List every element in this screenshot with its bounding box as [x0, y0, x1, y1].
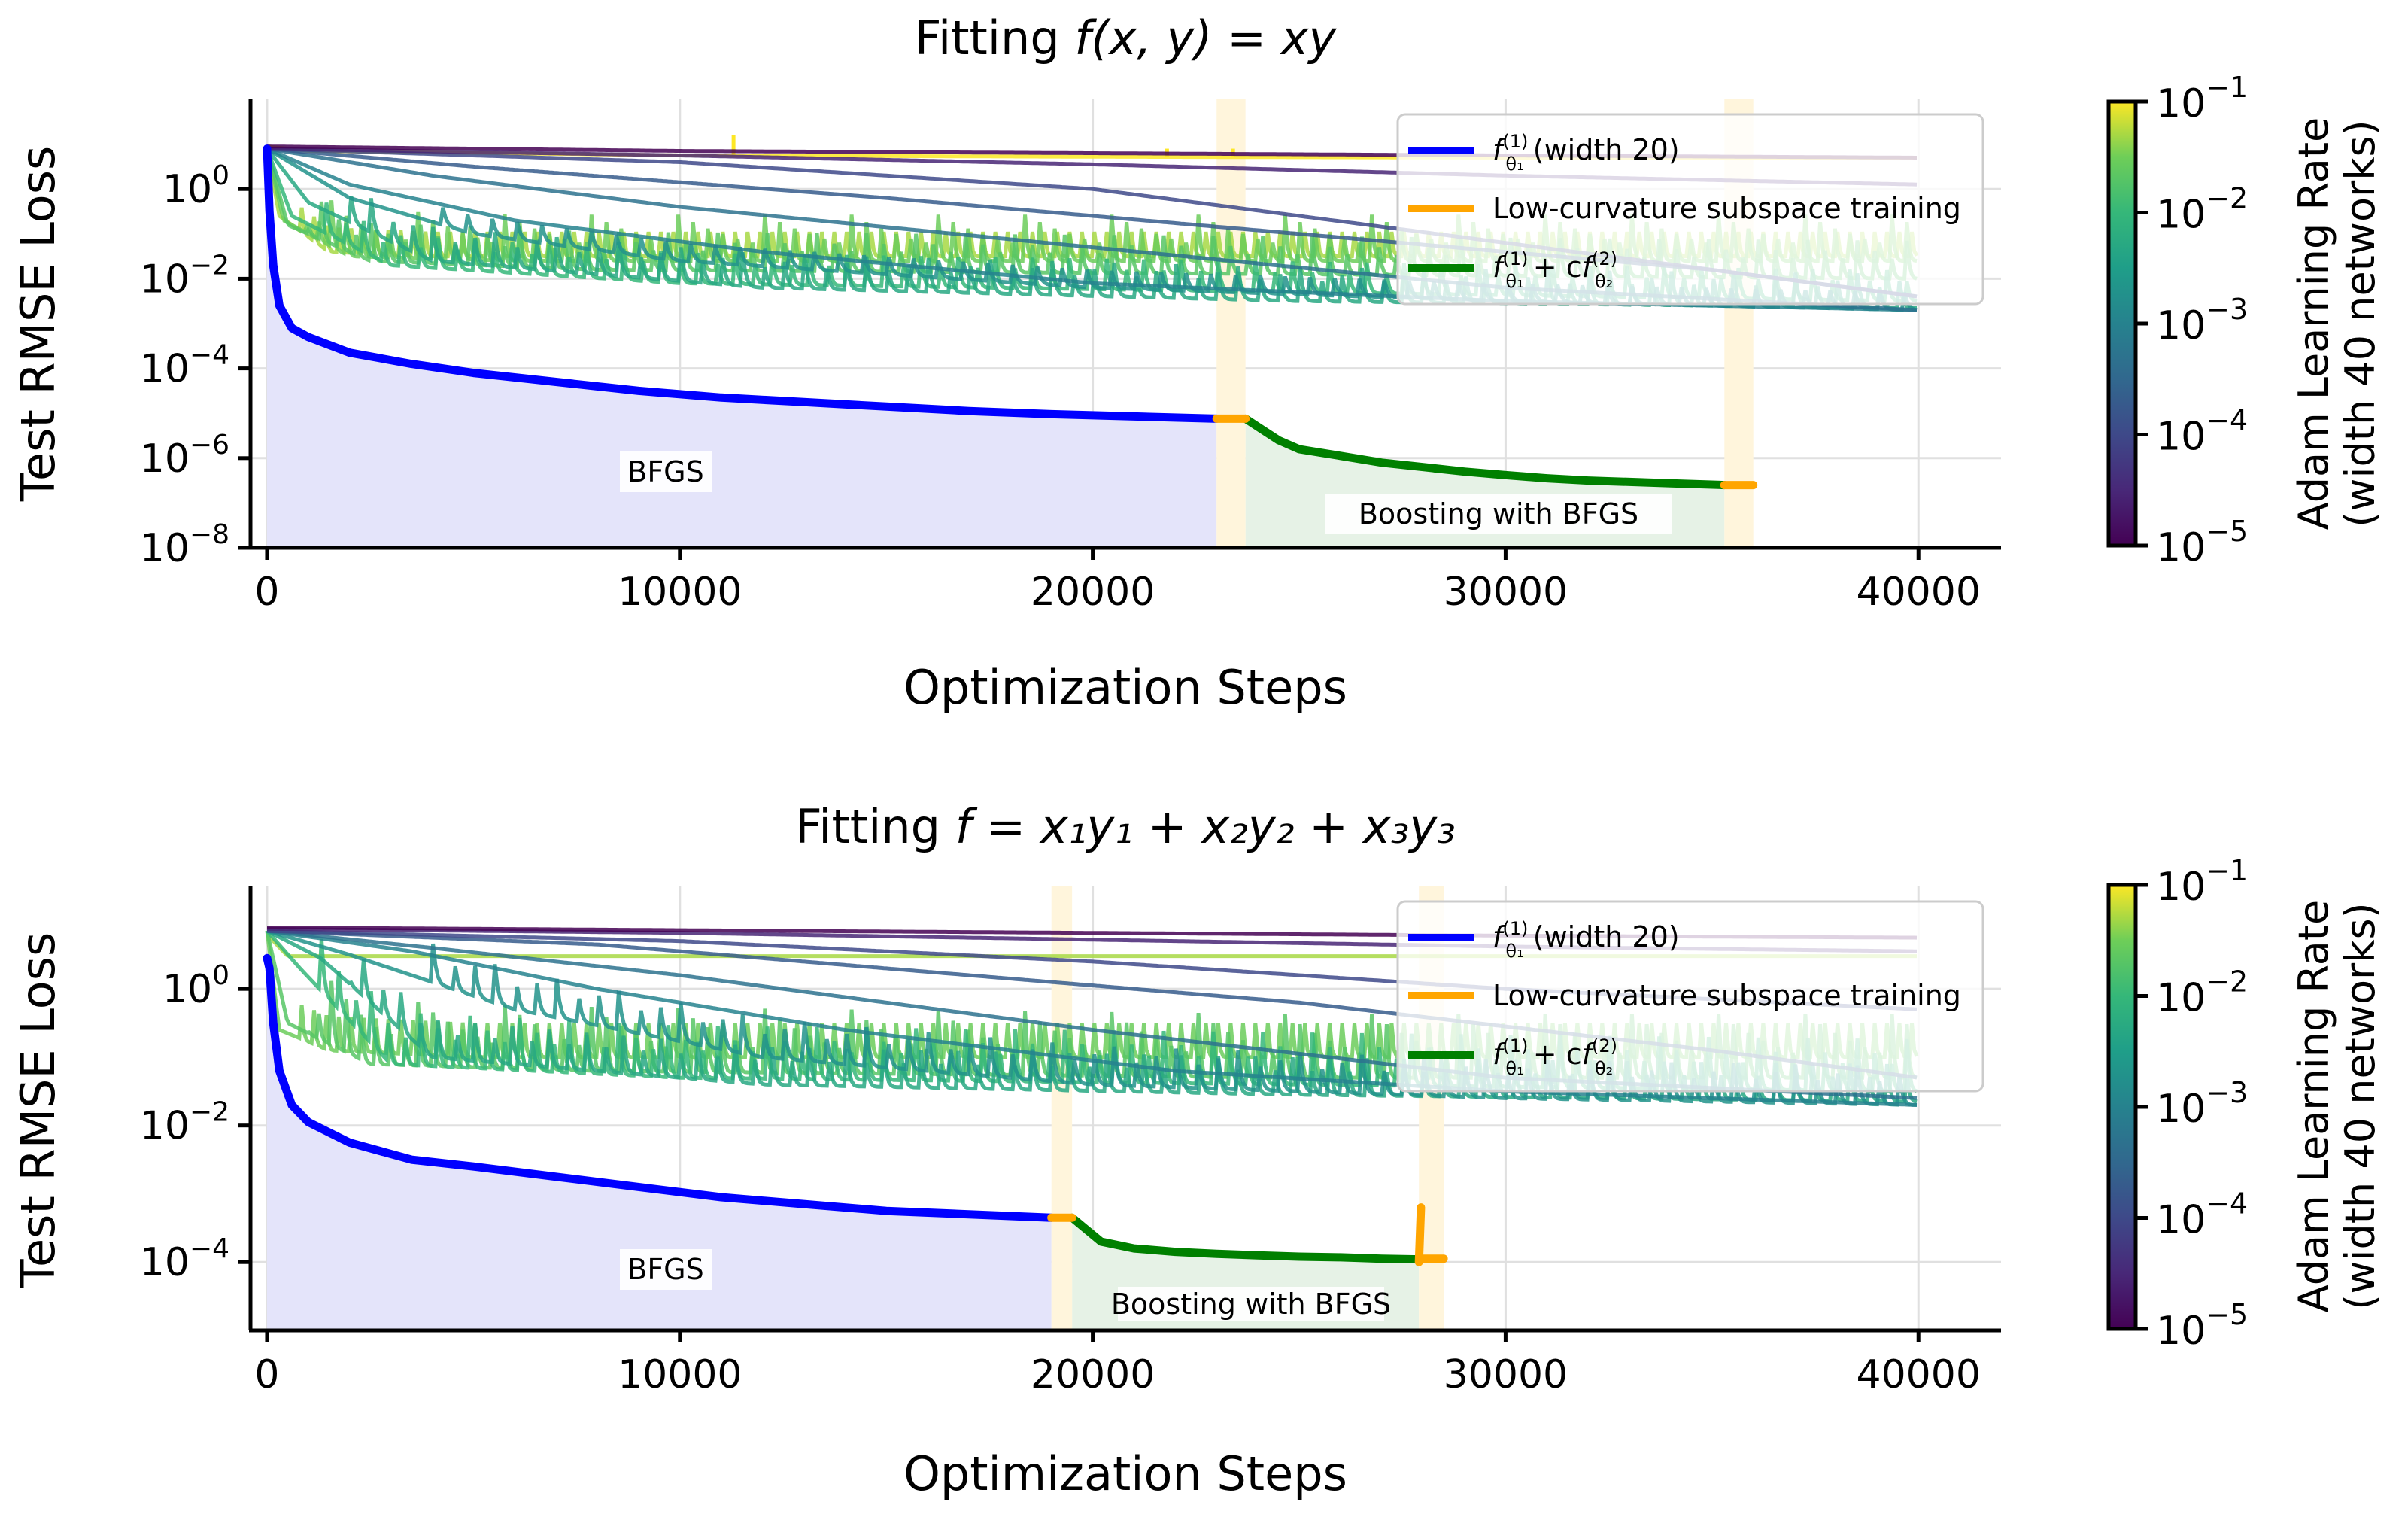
top-legend: f(1) θ₁ (width 20) Low-curvature subspace… [1396, 113, 1984, 306]
bottom-legend-label-subspace: Low-curvature subspace training [1492, 979, 1961, 1012]
bfgs-phase-fill [266, 958, 1052, 1330]
x-tick-label: 10000 [618, 1352, 742, 1397]
top-legend-label-boost: f(1) θ₁ + cf(2) θ₂ [1492, 248, 1617, 292]
colorbar-tick-label: 10−4 [2156, 1187, 2248, 1243]
bottom-colorbar: 10−1 10−2 10−3 10−4 10−5 Adam Learning Rate(… [2106, 854, 2384, 1354]
adam-lr-curve [266, 929, 1918, 1107]
colorbar-tick-label: 10−5 [2156, 515, 2248, 570]
subspace-phase-fill [1051, 886, 1073, 1330]
y-tick-label: 10−4 [140, 340, 229, 392]
y-tick-label: 10−4 [140, 1233, 229, 1285]
svg-text:BFGS: BFGS [627, 455, 704, 488]
x-tick-label: 20000 [1031, 1352, 1155, 1397]
svg-text:BFGS: BFGS [627, 1253, 704, 1286]
bottom-x-ticks: 0 10000 20000 30000 40000 [254, 1330, 1981, 1397]
bottom-colorbar-ticks: 10−1 10−2 10−3 10−4 10−5 [2136, 854, 2248, 1354]
top-colorbar: 10−1 10−2 10−3 10−4 10−5 Adam Learning Rate(… [2106, 71, 2384, 570]
colorbar-tick-label: 10−3 [2156, 1076, 2248, 1132]
bottom-legend: f(1) θ₁ (width 20) Low-curvature subspace… [1396, 900, 1984, 1093]
top-colorbar-label: Adam Learning Rate(width 40 networks) [2290, 117, 2384, 531]
y-tick-label: 100 [162, 960, 229, 1012]
y-tick-label: 10−2 [140, 1097, 229, 1149]
bottom-chart-panel: Fitting f = x₁y₁ + x₂y₂ + x₃y₃ BFGS Boos… [11, 799, 2384, 1501]
bottom-bfgs-boost-series [263, 953, 1448, 1266]
bottom-x-axis-label: Optimization Steps [903, 1446, 1347, 1501]
subspace-segment [1414, 1203, 1426, 1266]
adam-lr-curve [266, 929, 1917, 1107]
top-annotation-bfgs: BFGS [620, 451, 712, 492]
colorbar-tick-label: 10−2 [2156, 182, 2248, 238]
y-tick-label: 10−8 [140, 519, 229, 571]
top-y-axis-label: Test RMSE Loss [11, 146, 65, 503]
bottom-legend-label-bfgs: f(1) θ₁ (width 20) [1492, 918, 1680, 962]
x-tick-label: 30000 [1444, 1352, 1568, 1397]
colorbar-tick-label: 10−4 [2156, 404, 2248, 460]
subspace-phase-fill [1216, 99, 1246, 548]
colorbar-tick-label: 10−5 [2156, 1298, 2248, 1354]
x-tick-label: 40000 [1857, 1352, 1981, 1397]
bottom-annotation-bfgs: BFGS [620, 1249, 712, 1290]
x-tick-label: 0 [254, 1352, 279, 1397]
bfgs-curve [263, 144, 1221, 423]
top-axes [248, 99, 2001, 550]
x-tick-label: 40000 [1857, 570, 1981, 615]
bfgs-curve [263, 953, 1056, 1222]
x-tick-label: 10000 [618, 570, 742, 615]
top-annotation-boosting: Boosting with BFGS [1325, 494, 1672, 534]
bottom-y-axis-label: Test RMSE Loss [11, 932, 65, 1289]
bottom-legend-label-boost: f(1) θ₁ + cf(2) θ₂ [1492, 1035, 1617, 1079]
colorbar-tick-label: 10−1 [2156, 71, 2248, 126]
top-chart-panel: Fitting f(x, y) = xy BFGS Boosting with … [11, 11, 2384, 715]
bottom-annotation-boosting: Boosting with BFGS [1111, 1287, 1391, 1321]
top-y-ticks: 100 10−2 10−4 10−6 10−8 [140, 160, 251, 571]
y-tick-label: 100 [162, 160, 229, 212]
top-chart-title: Fitting f(x, y) = xy [915, 11, 1338, 65]
bottom-axes [248, 886, 2001, 1333]
bottom-y-ticks: 100 10−2 10−4 [140, 960, 251, 1285]
top-legend-label-subspace: Low-curvature subspace training [1492, 192, 1961, 225]
top-bfgs-boost-series [263, 144, 1758, 490]
boost-curve [1241, 414, 1729, 490]
svg-text:Boosting with BFGS: Boosting with BFGS [1111, 1288, 1391, 1321]
top-x-axis-label: Optimization Steps [903, 660, 1347, 715]
y-tick-label: 10−6 [140, 430, 229, 482]
bfgs-phase-fill [266, 148, 1217, 548]
svg-text:Boosting with BFGS: Boosting with BFGS [1359, 497, 1638, 531]
colorbar-tick-label: 10−3 [2156, 293, 2248, 348]
top-x-ticks: 0 10000 20000 30000 40000 [254, 548, 1981, 615]
y-tick-label: 10−2 [140, 250, 229, 302]
x-tick-label: 0 [254, 570, 279, 615]
bottom-chart-title: Fitting f = x₁y₁ + x₂y₂ + x₃y₃ [795, 799, 1456, 854]
bottom-colorbar-label: Adam Learning Rate(width 40 networks) [2290, 900, 2384, 1313]
colorbar-tick-label: 10−1 [2156, 854, 2248, 910]
boost-curve [1067, 1213, 1423, 1264]
x-tick-label: 30000 [1444, 570, 1568, 615]
x-tick-label: 20000 [1031, 570, 1155, 615]
colorbar-tick-label: 10−2 [2156, 965, 2248, 1021]
top-colorbar-ticks: 10−1 10−2 10−3 10−4 10−5 [2136, 71, 2248, 570]
